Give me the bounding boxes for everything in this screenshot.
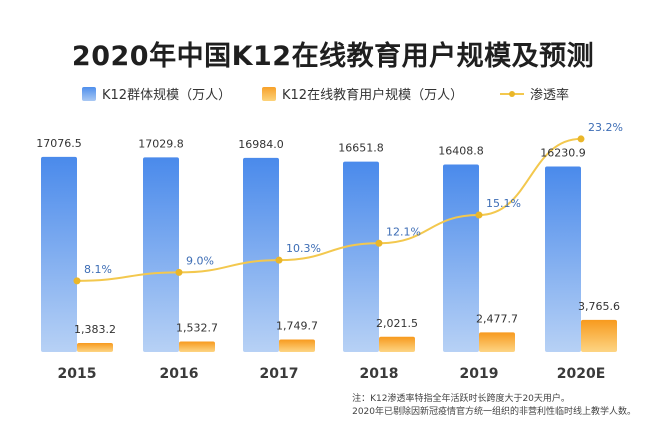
label-online-users-2015: 1,383.2 — [74, 323, 116, 336]
label-k12-population-2020E: 16230.9 — [540, 146, 586, 159]
label-penetration-2018: 12.1% — [386, 225, 421, 238]
bar-online-users-2018 — [379, 336, 415, 352]
legend-label-online-users: K12在线教育用户规模（万人） — [282, 88, 464, 103]
legend-item-k12-population: K12群体规模（万人） — [82, 84, 231, 103]
x-tick-2016: 2016 — [160, 366, 199, 382]
bar-k12-population-2018 — [343, 161, 379, 352]
footnote-line-1: 注：K12渗透率特指全年活跃时长跨度大于20天用户。 — [352, 394, 570, 404]
x-tick-2015: 2015 — [58, 366, 97, 382]
bar-k12-population-2019 — [443, 164, 479, 352]
chart-title: 2020年中国K12在线教育用户规模及预测 — [71, 41, 595, 72]
legend-item-penetration: 渗透率 — [500, 84, 569, 103]
bar-online-users-2016 — [179, 341, 215, 352]
bar-k12-population-2017 — [243, 157, 279, 352]
legend-swatch-line — [500, 89, 524, 99]
legend-swatch-blue — [82, 86, 96, 101]
label-online-users-2018: 2,021.5 — [376, 317, 418, 330]
label-online-users-2019: 2,477.7 — [476, 312, 518, 325]
x-tick-2018: 2018 — [360, 366, 399, 382]
label-penetration-2019: 15.1% — [486, 197, 521, 210]
legend-label-penetration: 渗透率 — [530, 88, 570, 103]
bar-online-users-2019 — [479, 332, 515, 352]
label-online-users-2020E: 3,765.6 — [578, 300, 620, 313]
label-k12-population-2016: 17029.8 — [138, 137, 184, 150]
x-tick-2019: 2019 — [460, 366, 499, 382]
bar-k12-population-2020E — [545, 166, 581, 352]
label-online-users-2017: 1,749.7 — [276, 319, 318, 332]
footnote-line-2: 2020年已剔除因新冠疫情官方统一组织的非营利性临时线上教学人数。 — [352, 407, 636, 417]
label-k12-population-2018: 16651.8 — [338, 142, 384, 155]
bar-online-users-2020E — [581, 319, 617, 352]
point-penetration-2015 — [73, 277, 81, 285]
point-penetration-2019 — [475, 211, 483, 219]
chart-footnote: 注：K12渗透率特指全年活跃时长跨度大于20天用户。 2020年已剔除因新冠疫情… — [352, 393, 636, 419]
bar-k12-population-2016 — [143, 157, 179, 352]
label-penetration-2020E: 23.2% — [588, 121, 623, 134]
label-k12-population-2019: 16408.8 — [438, 144, 484, 157]
x-tick-2020E: 2020E — [557, 366, 606, 382]
label-online-users-2016: 1,532.7 — [176, 322, 218, 335]
x-tick-2017: 2017 — [260, 366, 299, 382]
line-penetration — [76, 137, 582, 282]
bar-k12-population-2015 — [41, 156, 77, 352]
label-k12-population-2017: 16984.0 — [238, 138, 284, 151]
label-penetration-2016: 9.0% — [186, 254, 214, 267]
label-penetration-2015: 8.1% — [84, 263, 112, 276]
label-k12-population-2015: 17076.5 — [36, 137, 82, 150]
point-penetration-2017 — [275, 256, 283, 264]
point-penetration-2020E — [577, 135, 585, 143]
point-penetration-2016 — [175, 268, 183, 276]
point-penetration-2018 — [375, 239, 383, 247]
bar-online-users-2017 — [279, 339, 315, 352]
label-penetration-2017: 10.3% — [286, 242, 321, 255]
legend-item-online-users: K12在线教育用户规模（万人） — [262, 84, 463, 103]
legend-label-k12-population: K12群体规模（万人） — [102, 88, 232, 103]
legend-swatch-orange — [262, 86, 276, 101]
bar-online-users-2015 — [77, 343, 113, 352]
